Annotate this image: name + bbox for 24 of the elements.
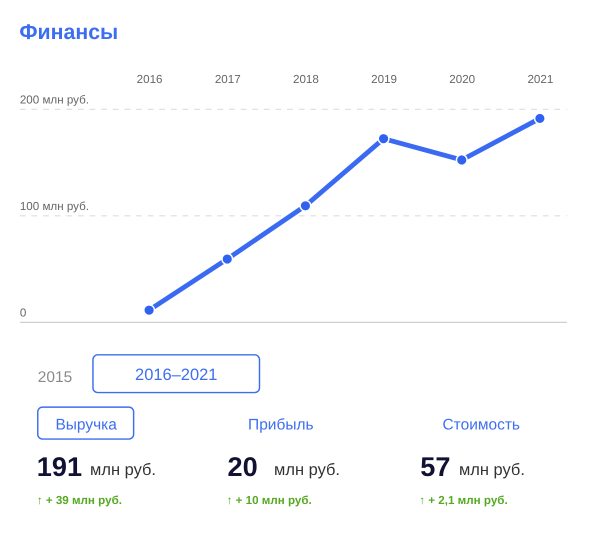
text: Выручка <box>55 416 118 434</box>
text: Стоимость <box>442 416 520 434</box>
text: млн руб. <box>458 460 525 479</box>
text: 20 <box>228 450 258 482</box>
text: млн руб. <box>274 460 340 479</box>
text: 57 <box>420 450 450 482</box>
x-tick-label: 2016 <box>136 73 163 86</box>
text: млн руб. <box>90 460 156 479</box>
x-tick-label: 2019 <box>371 73 397 86</box>
y-tick-label: 0 <box>20 306 26 320</box>
x-tick-label: 2020 <box>449 73 476 86</box>
text: ↑ + 2,1 млн руб. <box>419 494 508 507</box>
x-tick-label: 2017 <box>214 73 241 86</box>
text: ↑ + 39 млн руб. <box>36 494 122 507</box>
text: 2015 <box>38 368 72 386</box>
x-tick-label: 2021 <box>527 73 554 86</box>
text: Прибыль <box>248 416 314 434</box>
text: 191 <box>36 450 82 482</box>
chart-title: Финансы <box>19 20 118 44</box>
y-tick-label: 200 млн руб. <box>20 94 89 107</box>
text: 2016–2021 <box>135 366 218 384</box>
y-tick-label: 100 млн руб. <box>20 200 89 214</box>
x-tick-label: 2018 <box>292 73 319 86</box>
text: ↑ + 10 млн руб. <box>226 494 312 507</box>
